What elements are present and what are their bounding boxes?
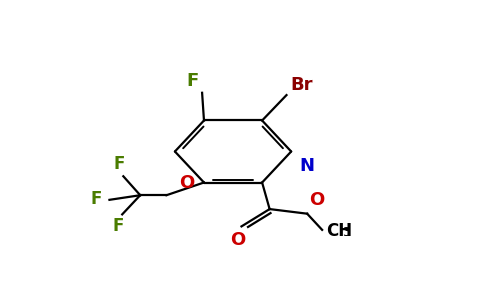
Text: F: F xyxy=(114,155,125,173)
Text: 3: 3 xyxy=(342,226,349,239)
Text: F: F xyxy=(113,217,124,235)
Text: O: O xyxy=(309,190,324,208)
Text: CH: CH xyxy=(326,222,352,240)
Text: F: F xyxy=(91,190,102,208)
Text: Br: Br xyxy=(290,76,313,94)
Text: F: F xyxy=(187,72,199,90)
Text: O: O xyxy=(180,174,195,192)
Text: N: N xyxy=(300,157,315,175)
Text: O: O xyxy=(230,232,245,250)
